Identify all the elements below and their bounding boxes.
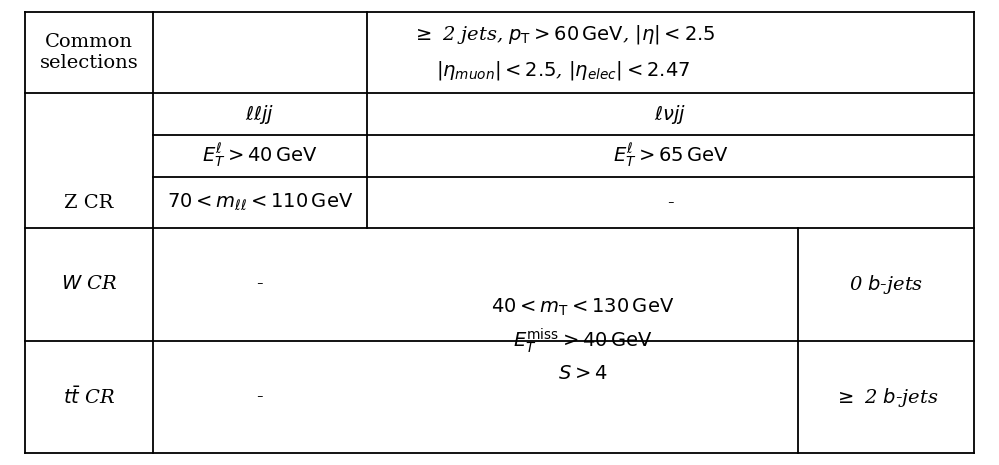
Text: -: - bbox=[257, 275, 263, 293]
Text: $S > 4$: $S > 4$ bbox=[557, 365, 607, 383]
Text: $40 < m_{\mathrm{T}} < 130\,\mathrm{GeV}$: $40 < m_{\mathrm{T}} < 130\,\mathrm{GeV}… bbox=[491, 297, 674, 318]
Text: Common
selections: Common selections bbox=[40, 33, 139, 72]
Text: $E_{T}^{\ell} > 40\,\mathrm{GeV}$: $E_{T}^{\ell} > 40\,\mathrm{GeV}$ bbox=[202, 142, 318, 171]
Text: $70 < m_{\ell\ell} < 110\,\mathrm{GeV}$: $70 < m_{\ell\ell} < 110\,\mathrm{GeV}$ bbox=[167, 192, 353, 213]
Text: $t\bar{t}$ CR: $t\bar{t}$ CR bbox=[63, 386, 115, 408]
Text: $|\eta_{muon}| < 2.5$, $|\eta_{elec}| < 2.47$: $|\eta_{muon}| < 2.5$, $|\eta_{elec}| < … bbox=[437, 59, 690, 82]
Text: -: - bbox=[667, 194, 673, 212]
Text: $E_{T}^{\mathrm{miss}} > 40\,\mathrm{GeV}$: $E_{T}^{\mathrm{miss}} > 40\,\mathrm{GeV… bbox=[512, 326, 652, 355]
Text: 0 $b$-jets: 0 $b$-jets bbox=[849, 273, 923, 296]
Text: $\ell\nu j j$: $\ell\nu j j$ bbox=[654, 103, 686, 126]
Text: Z CR: Z CR bbox=[64, 194, 114, 212]
Text: $\ell\ell j j$: $\ell\ell j j$ bbox=[246, 103, 275, 126]
Text: -: - bbox=[257, 388, 263, 406]
Text: $E_{T}^{\ell} > 65\,\mathrm{GeV}$: $E_{T}^{\ell} > 65\,\mathrm{GeV}$ bbox=[612, 142, 728, 171]
Text: $\geq$ 2 jets, $p_{\mathrm{T}} > 60\,\mathrm{GeV}$, $|\eta| < 2.5$: $\geq$ 2 jets, $p_{\mathrm{T}} > 60\,\ma… bbox=[412, 23, 715, 46]
Text: $W$ CR: $W$ CR bbox=[61, 275, 117, 293]
Text: $\geq$ 2 $b$-jets: $\geq$ 2 $b$-jets bbox=[834, 385, 938, 409]
